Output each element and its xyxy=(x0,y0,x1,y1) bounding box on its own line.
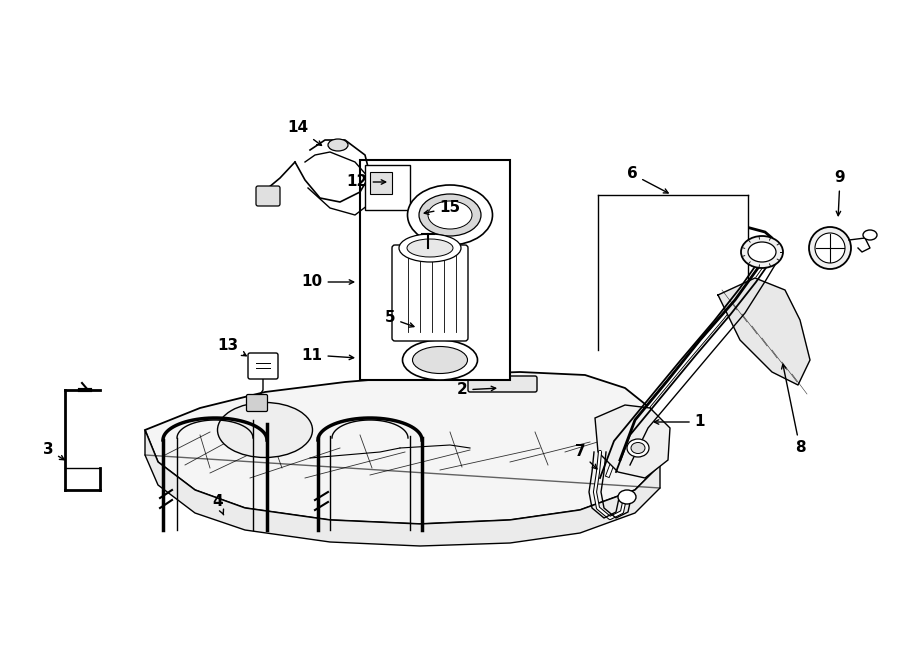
Polygon shape xyxy=(718,278,810,385)
FancyBboxPatch shape xyxy=(248,353,278,379)
Text: 8: 8 xyxy=(781,364,806,455)
FancyBboxPatch shape xyxy=(256,186,280,206)
Polygon shape xyxy=(145,372,668,524)
Ellipse shape xyxy=(402,340,478,380)
Ellipse shape xyxy=(399,234,461,262)
Polygon shape xyxy=(145,430,660,546)
Bar xyxy=(360,160,510,380)
Ellipse shape xyxy=(618,490,636,504)
Text: 4: 4 xyxy=(212,494,223,515)
Ellipse shape xyxy=(627,439,649,457)
Text: 10: 10 xyxy=(302,274,354,290)
FancyBboxPatch shape xyxy=(247,395,267,412)
Text: 12: 12 xyxy=(346,175,386,190)
Polygon shape xyxy=(595,405,670,478)
Text: 6: 6 xyxy=(626,167,668,193)
Text: 1: 1 xyxy=(654,414,706,430)
FancyBboxPatch shape xyxy=(392,245,468,341)
Text: 14: 14 xyxy=(287,120,321,145)
Text: 2: 2 xyxy=(456,383,496,397)
Text: 3: 3 xyxy=(42,442,64,460)
Ellipse shape xyxy=(631,442,645,453)
Ellipse shape xyxy=(428,201,472,229)
Text: 5: 5 xyxy=(384,311,414,327)
Bar xyxy=(365,165,410,210)
Ellipse shape xyxy=(748,242,776,262)
Ellipse shape xyxy=(328,139,348,151)
Ellipse shape xyxy=(863,230,877,240)
Ellipse shape xyxy=(412,346,467,373)
Text: 11: 11 xyxy=(302,348,354,362)
FancyBboxPatch shape xyxy=(468,376,537,392)
Ellipse shape xyxy=(815,233,845,263)
Ellipse shape xyxy=(407,239,453,257)
Ellipse shape xyxy=(809,227,851,269)
Ellipse shape xyxy=(408,185,492,245)
Text: 7: 7 xyxy=(575,444,597,469)
Ellipse shape xyxy=(218,403,312,457)
Text: 15: 15 xyxy=(424,200,461,215)
Ellipse shape xyxy=(741,236,783,268)
Text: 9: 9 xyxy=(834,171,845,215)
Bar xyxy=(370,172,392,194)
Text: 13: 13 xyxy=(218,338,247,356)
Ellipse shape xyxy=(419,194,481,236)
